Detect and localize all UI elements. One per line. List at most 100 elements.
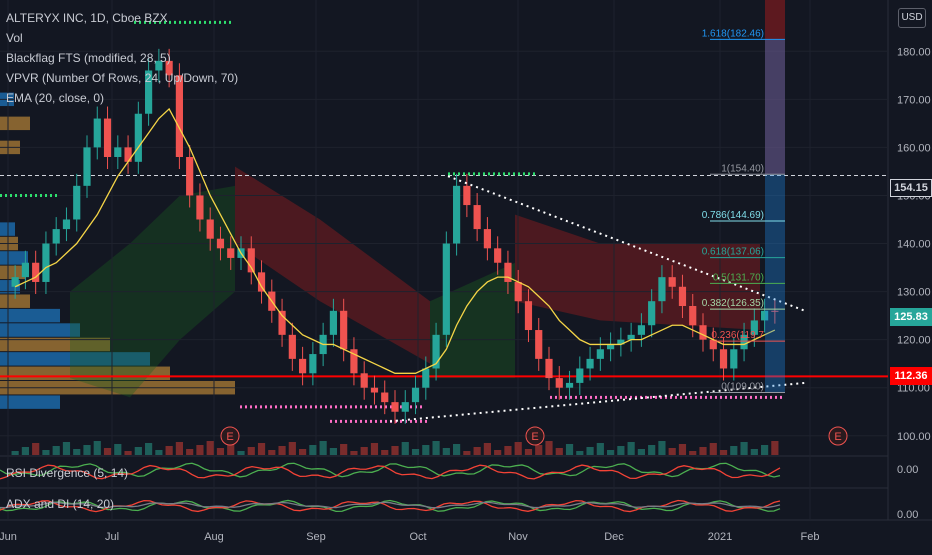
candle [391, 402, 399, 412]
y-tick-label: 140.00 [897, 239, 931, 251]
candle [32, 262, 40, 282]
fib-label: 1(154.40) [721, 163, 764, 174]
candle [648, 301, 656, 326]
fib-zone [765, 39, 785, 393]
volume-bar [401, 442, 409, 455]
volume-bar [442, 448, 450, 455]
candle [494, 248, 502, 263]
earnings-marker [828, 426, 848, 446]
volume-bar [155, 450, 163, 455]
indicator-line [0, 464, 781, 480]
vpvr-row [0, 308, 60, 323]
volume-bar [216, 448, 225, 455]
fib-label: 1.618(182.46) [702, 28, 764, 39]
candle [11, 277, 19, 287]
vpvr-row [0, 395, 60, 409]
candle [381, 392, 389, 403]
volume-bar [740, 442, 748, 455]
volume-bar [278, 446, 286, 455]
sub-panels [0, 462, 781, 513]
volume-bar [73, 449, 81, 455]
volume-bar [124, 451, 132, 455]
candle [103, 118, 112, 157]
volume-bar [32, 443, 40, 455]
fib-label: 0.236(119.7 [711, 330, 764, 341]
indicator-line [0, 499, 781, 513]
volume-bar [422, 445, 430, 455]
candle [145, 70, 153, 114]
candle [463, 185, 471, 206]
x-tick-label: Dec [604, 531, 624, 543]
indicator-line [0, 501, 781, 509]
volume-bar [257, 443, 266, 455]
candle [627, 334, 635, 340]
fib-label: 0.786(144.69) [702, 210, 764, 221]
rsi-label[interactable]: RSI Divergence (5, 14) [6, 466, 129, 480]
y-tick-label: 110.00 [897, 383, 930, 395]
rsi-tick: 0.00 [897, 464, 918, 476]
volume-bar [555, 448, 563, 455]
vpvr-row [0, 116, 30, 131]
candle [668, 277, 676, 287]
candle [576, 368, 584, 383]
y-tick-label: 130.00 [897, 287, 931, 299]
volume-bar [535, 445, 543, 455]
candles [11, 48, 779, 424]
volume-bar [237, 451, 245, 455]
volume-bar [114, 444, 122, 455]
vpvr-row [0, 337, 110, 352]
grid [0, 0, 888, 520]
price-tag-current: 125.83 [890, 308, 932, 326]
volume-bar [678, 444, 687, 455]
candle [535, 330, 543, 359]
indicator-blackflag[interactable]: Blackflag FTS (modified, 28, 5) [6, 51, 171, 65]
candle [637, 325, 645, 335]
x-tick-label: Jun [0, 531, 17, 543]
volume-bar [514, 442, 522, 455]
volume-bar [391, 446, 399, 455]
x-tick-label: 2021 [708, 531, 732, 543]
volume-bar [668, 448, 676, 455]
volume-bar [576, 451, 584, 455]
candle [504, 262, 512, 282]
volume-bar [381, 450, 389, 455]
candle [124, 147, 132, 162]
x-tick-label: Feb [801, 531, 820, 543]
candle [432, 334, 440, 369]
volume-bar [309, 445, 317, 455]
y-tick-label: 170.00 [897, 94, 931, 106]
candle [586, 358, 594, 369]
vol-label[interactable]: Vol [6, 31, 23, 45]
volume-bar [340, 444, 348, 455]
candle [93, 118, 101, 148]
volume-bar [247, 447, 255, 455]
volume-bar [329, 448, 337, 455]
candle [761, 310, 769, 321]
candle [422, 368, 430, 388]
candle [73, 185, 81, 220]
volume-bar [319, 441, 327, 455]
x-tick-label: Jul [105, 531, 119, 543]
candle [545, 358, 553, 379]
fib-label: 0.5(131.70) [713, 272, 764, 283]
candle [524, 301, 533, 331]
earnings-marker [220, 426, 240, 446]
volume-bar [165, 446, 173, 455]
candle [453, 185, 461, 244]
horizontal-levels [0, 20, 888, 423]
candle [360, 373, 368, 388]
chart-title[interactable]: ALTERYX INC, 1D, Cboe BZX [6, 11, 168, 25]
volume-bars [11, 441, 779, 455]
volume-bar [463, 451, 471, 455]
indicator-vpvr[interactable]: VPVR (Number Of Rows, 24, Up/Down, 70) [6, 71, 239, 85]
adx-label[interactable]: ADX and DI (14, 20) [6, 497, 115, 511]
volume-bar [93, 441, 101, 455]
volume-bar [494, 450, 502, 455]
currency-button[interactable]: USD [898, 8, 926, 28]
volume-bar [719, 450, 728, 455]
candle [565, 382, 574, 388]
candle [21, 262, 29, 278]
indicator-ema[interactable]: EMA (20, close, 0) [6, 91, 105, 105]
